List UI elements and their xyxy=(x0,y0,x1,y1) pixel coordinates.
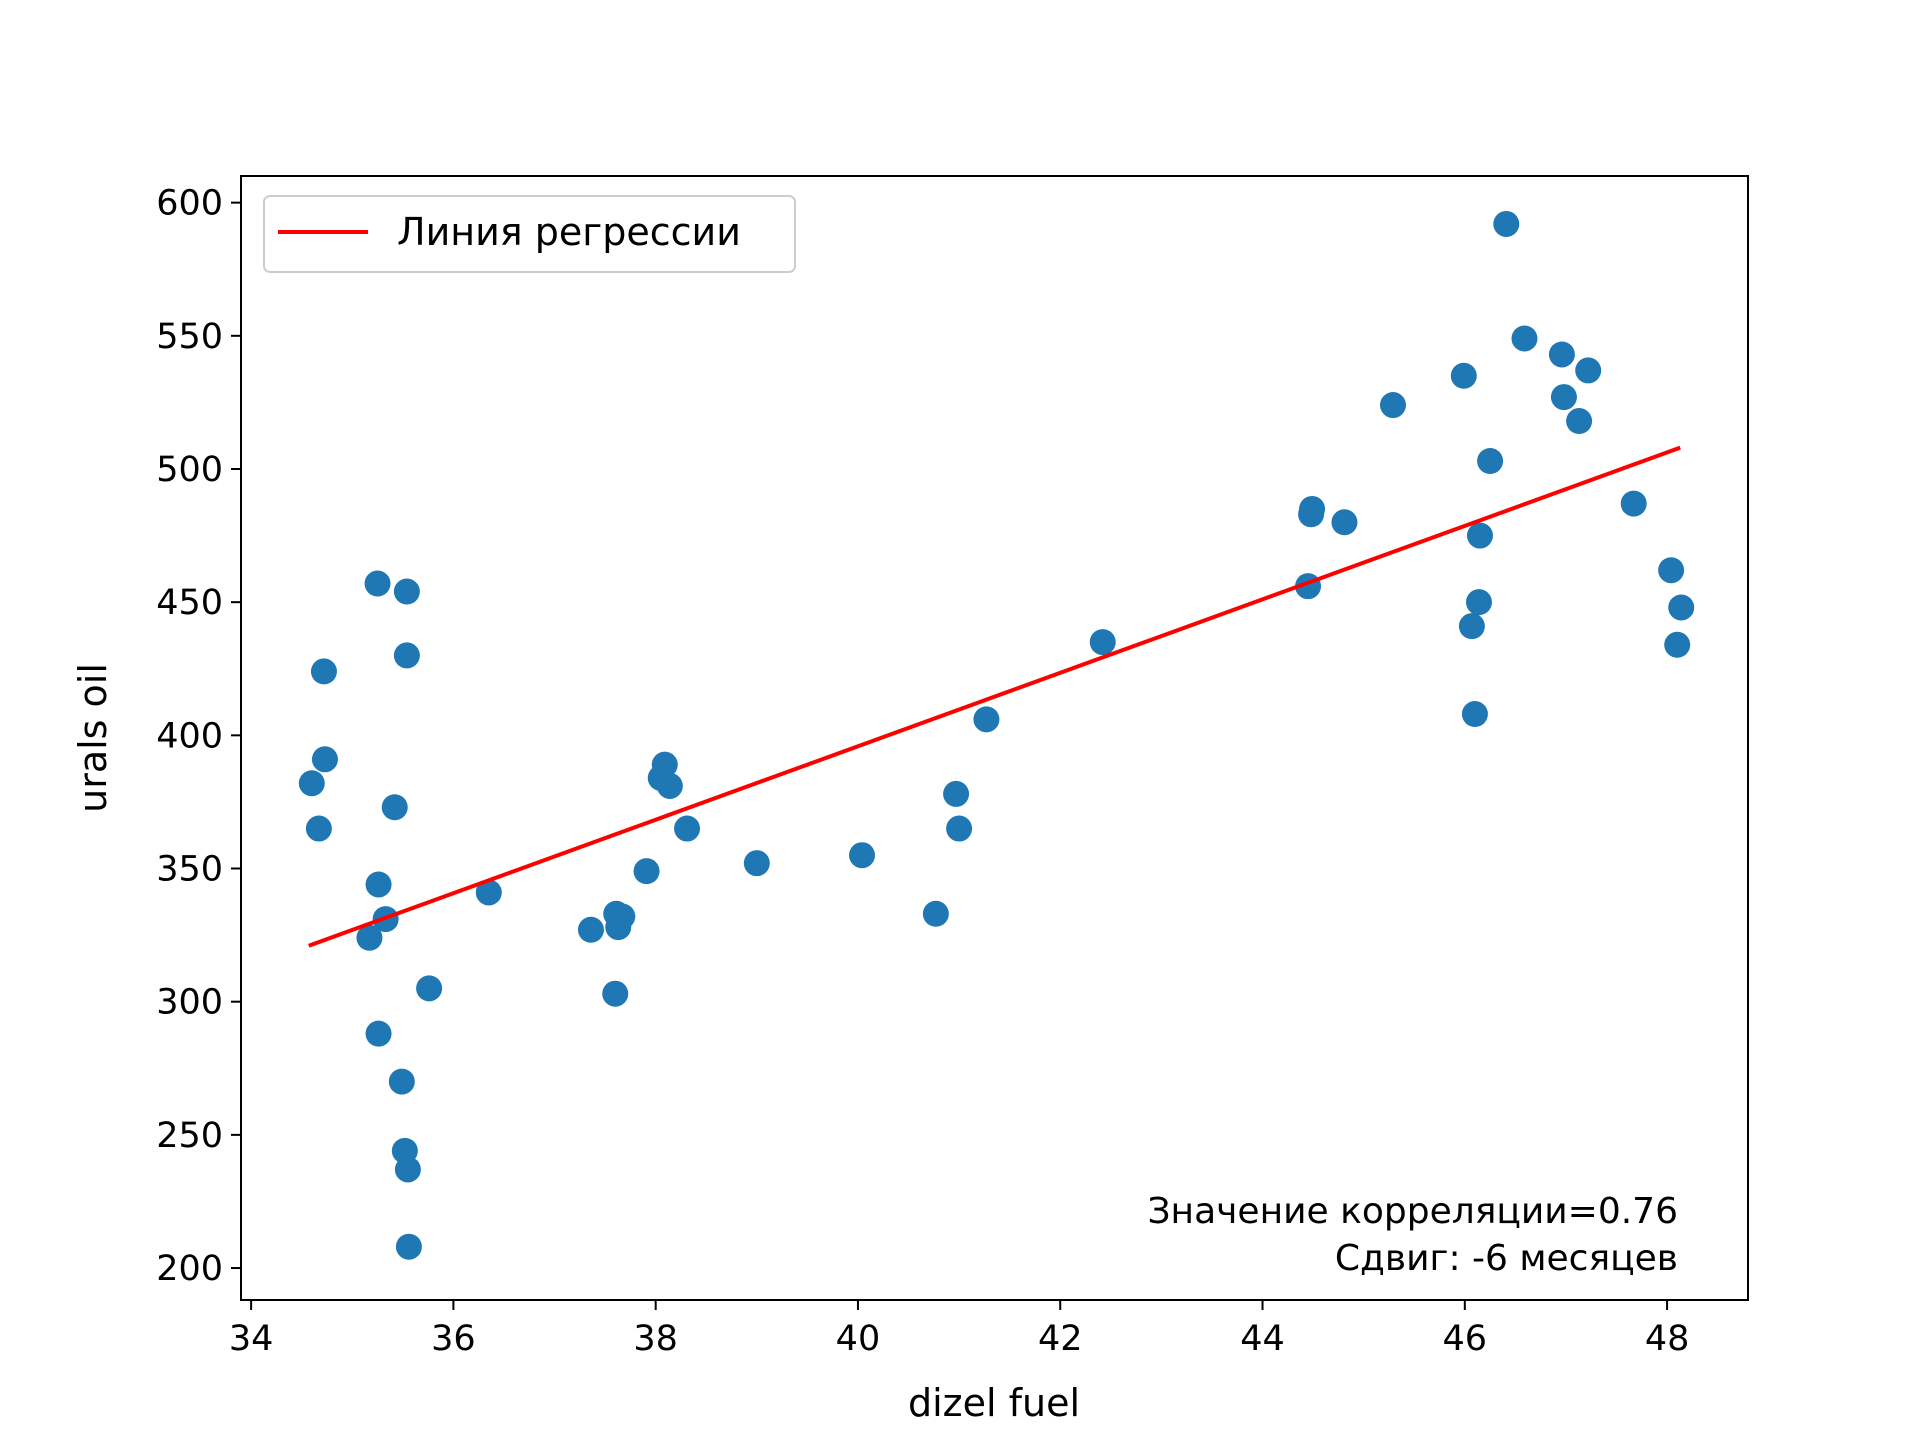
annotation-shift: Сдвиг: -6 месяцев xyxy=(1335,1238,1678,1279)
plot-frame xyxy=(240,175,1749,1301)
annotation-correlation: Значение корреляции=0.76 xyxy=(1147,1191,1678,1232)
x-tick-label: 44 xyxy=(1240,1319,1285,1359)
legend: Линия регрессии xyxy=(263,195,796,273)
data-point xyxy=(1331,509,1358,536)
data-point xyxy=(388,1068,415,1095)
data-point xyxy=(1664,631,1691,658)
data-point xyxy=(1658,557,1685,584)
data-point xyxy=(1466,522,1493,549)
data-point xyxy=(609,903,636,930)
data-point xyxy=(946,815,973,842)
data-point xyxy=(577,916,604,943)
legend-box xyxy=(263,195,796,273)
x-tick-label: 38 xyxy=(633,1319,678,1359)
data-point xyxy=(1550,384,1577,411)
y-tick-label: 500 xyxy=(156,450,223,490)
data-point xyxy=(416,975,443,1002)
data-point xyxy=(1458,613,1485,640)
x-tick-label: 42 xyxy=(1038,1319,1083,1359)
data-point xyxy=(1566,408,1593,435)
data-point xyxy=(1493,210,1520,237)
x-axis-ticks: 34 36 38 40 42 44 46 48 xyxy=(229,1300,1690,1359)
data-point xyxy=(1511,325,1538,352)
y-tick-label: 350 xyxy=(156,850,223,890)
data-point xyxy=(1477,447,1504,474)
data-point xyxy=(1379,392,1406,419)
data-point xyxy=(656,772,683,799)
x-tick-label: 46 xyxy=(1443,1319,1488,1359)
y-tick-label: 200 xyxy=(156,1249,223,1289)
data-point xyxy=(311,746,338,773)
y-axis-label: urals oil xyxy=(71,663,115,813)
data-point xyxy=(393,642,420,669)
y-tick-label: 600 xyxy=(156,184,223,224)
data-point xyxy=(633,858,660,885)
data-point xyxy=(395,1233,422,1260)
data-point xyxy=(394,1156,421,1183)
x-tick-label: 34 xyxy=(229,1319,274,1359)
data-point xyxy=(298,770,325,797)
data-point xyxy=(475,879,502,906)
data-point xyxy=(674,815,701,842)
data-point xyxy=(1465,589,1492,616)
data-point xyxy=(943,780,970,807)
data-point xyxy=(310,658,337,685)
y-tick-label: 550 xyxy=(156,317,223,357)
data-point xyxy=(1575,357,1602,384)
x-tick-label: 36 xyxy=(431,1319,476,1359)
data-points xyxy=(298,210,1695,1260)
data-point xyxy=(365,1020,392,1047)
data-point xyxy=(1450,362,1477,389)
data-point xyxy=(381,794,408,821)
x-axis-label: dizel fuel xyxy=(908,1381,1080,1425)
data-point xyxy=(602,980,629,1007)
data-point xyxy=(849,842,876,869)
data-point xyxy=(305,815,332,842)
plot-area xyxy=(241,176,1748,1300)
x-tick-label: 40 xyxy=(836,1319,881,1359)
data-point xyxy=(365,871,392,898)
y-tick-label: 450 xyxy=(156,583,223,623)
data-point xyxy=(973,706,1000,733)
y-axis-ticks: 200 250 300 350 400 450 500 550 600 xyxy=(156,184,241,1289)
data-point xyxy=(393,578,420,605)
data-point xyxy=(1668,594,1695,621)
y-tick-label: 300 xyxy=(156,983,223,1023)
regression-line xyxy=(308,445,1681,948)
data-point xyxy=(1299,495,1326,522)
legend-label: Линия регрессии xyxy=(397,210,741,254)
x-tick-label: 48 xyxy=(1645,1319,1690,1359)
data-point xyxy=(651,751,678,778)
data-point xyxy=(1089,629,1116,656)
y-tick-label: 250 xyxy=(156,1116,223,1156)
y-tick-label: 400 xyxy=(156,716,223,756)
data-point xyxy=(364,570,391,597)
data-point xyxy=(1620,490,1647,517)
data-point xyxy=(356,924,383,951)
data-point xyxy=(743,850,770,877)
data-point xyxy=(1461,701,1488,728)
data-point xyxy=(1548,341,1575,368)
data-point xyxy=(922,900,949,927)
